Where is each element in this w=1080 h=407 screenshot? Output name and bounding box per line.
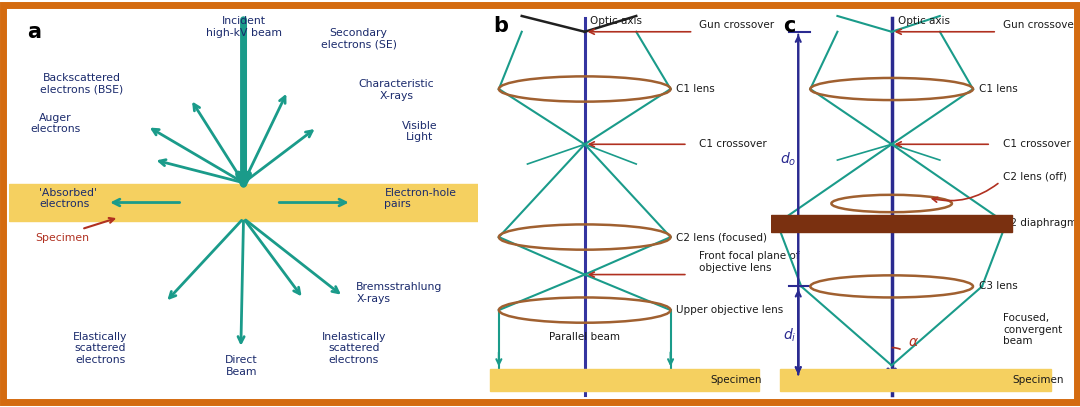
Text: $d_o$: $d_o$: [781, 150, 797, 168]
Text: C1 crossover: C1 crossover: [1003, 139, 1071, 149]
Text: Visible
Light: Visible Light: [402, 120, 437, 142]
Text: 'Absorbed'
electrons: 'Absorbed' electrons: [39, 188, 97, 209]
Text: Specimen: Specimen: [36, 233, 90, 243]
Text: Auger
electrons: Auger electrons: [30, 113, 81, 134]
Text: C3 lens: C3 lens: [980, 281, 1017, 291]
Bar: [9, 184, 478, 221]
Text: Elastically
scattered
electrons: Elastically scattered electrons: [73, 332, 127, 365]
Text: c: c: [783, 16, 796, 36]
Text: Bremsstrahlung
X-rays: Bremsstrahlung X-rays: [356, 282, 443, 304]
Text: Optic axis: Optic axis: [591, 16, 643, 26]
Text: b: b: [494, 16, 508, 36]
Text: Specimen: Specimen: [711, 375, 762, 385]
Text: C1 lens: C1 lens: [980, 84, 1017, 94]
Text: $d_i$: $d_i$: [783, 327, 797, 344]
Text: C1 lens: C1 lens: [676, 84, 715, 94]
Text: Gun crossover: Gun crossover: [699, 20, 774, 30]
Text: Focused,
convergent
beam: Focused, convergent beam: [1003, 313, 1063, 346]
Text: a: a: [27, 22, 41, 42]
Text: Upper objective lens: Upper objective lens: [676, 305, 784, 315]
Text: Electron-hole
pairs: Electron-hole pairs: [384, 188, 457, 209]
Text: $\alpha$: $\alpha$: [908, 335, 919, 349]
Bar: [780, 369, 1051, 391]
Text: Inelastically
scattered
electrons: Inelastically scattered electrons: [322, 332, 387, 365]
Text: Gun crossover: Gun crossover: [1003, 20, 1078, 30]
Text: Parallel beam: Parallel beam: [550, 332, 620, 342]
Text: C1 crossover: C1 crossover: [699, 139, 767, 149]
Text: Direct
Beam: Direct Beam: [225, 355, 257, 377]
Bar: [771, 214, 1012, 232]
Text: C2 lens (off): C2 lens (off): [1003, 172, 1067, 182]
Text: Front focal plane of
objective lens: Front focal plane of objective lens: [699, 251, 799, 273]
Text: Secondary
electrons (SE): Secondary electrons (SE): [321, 28, 396, 49]
Text: Backscattered
electrons (BSE): Backscattered electrons (BSE): [40, 73, 123, 95]
Text: Specimen: Specimen: [1012, 375, 1064, 385]
Bar: [490, 369, 759, 391]
Text: Characteristic
X-rays: Characteristic X-rays: [359, 79, 434, 101]
Text: C2 diaphragm: C2 diaphragm: [1003, 218, 1077, 228]
Text: Incident
high-kV beam: Incident high-kV beam: [205, 16, 282, 37]
Text: Optic axis: Optic axis: [897, 16, 949, 26]
Text: C2 lens (focused): C2 lens (focused): [676, 232, 767, 242]
